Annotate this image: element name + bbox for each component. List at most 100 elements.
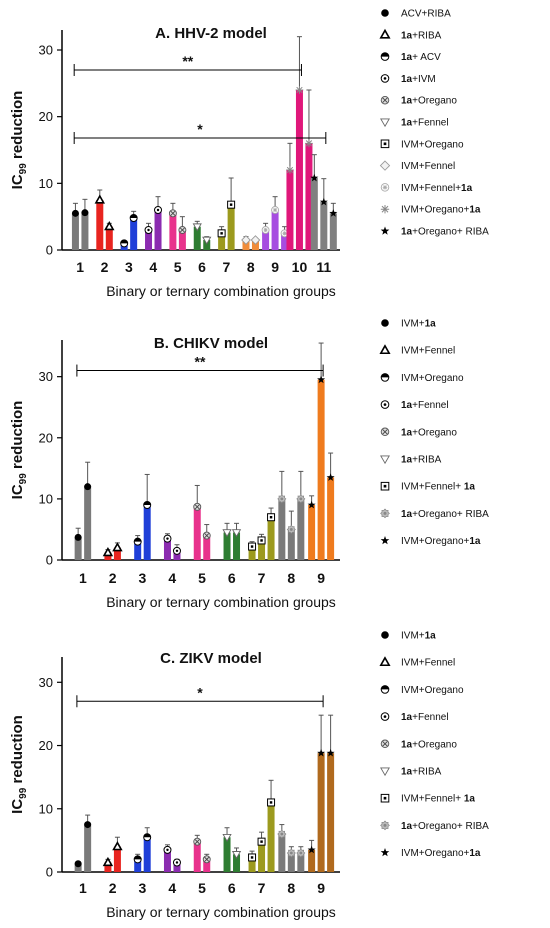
y-axis-label: IC99 reduction xyxy=(9,715,29,814)
bar xyxy=(143,505,151,560)
y-tick-label: 30 xyxy=(39,369,53,384)
bar-marker xyxy=(261,226,270,234)
bar xyxy=(327,477,335,560)
bar-marker xyxy=(154,206,163,214)
bar xyxy=(308,849,316,872)
legend-label: 1a+Oregano+ RIBA xyxy=(401,227,489,238)
bar-marker xyxy=(84,483,92,491)
bar-marker xyxy=(277,494,287,504)
bar xyxy=(308,505,316,560)
legend-label: IVM+Oregano+1a xyxy=(401,848,481,859)
legend-marker xyxy=(380,205,390,214)
x-tick-label: 9 xyxy=(271,259,279,275)
y-tick-label: 10 xyxy=(39,491,53,506)
bar-marker xyxy=(144,226,153,234)
legend-marker xyxy=(380,427,390,437)
bar xyxy=(154,210,162,250)
legend-marker xyxy=(380,139,390,149)
legend-marker xyxy=(380,74,390,83)
bar-marker xyxy=(81,209,89,217)
legend-label: IVM+Oregano xyxy=(401,139,464,150)
legend-marker xyxy=(380,400,390,409)
bar-marker xyxy=(172,858,181,867)
legend-marker xyxy=(380,820,390,831)
legend-label: 1a+Oregano xyxy=(401,739,457,750)
legend-label: IVM+Oregano+1a xyxy=(401,536,481,547)
bar xyxy=(317,753,325,872)
x-tick-label: 7 xyxy=(258,570,266,586)
legend-label: 1a+Oregano+ RIBA xyxy=(401,509,489,520)
x-tick-label: 3 xyxy=(125,259,133,275)
bar xyxy=(96,200,104,250)
x-axis-label: Binary or ternary combination groups xyxy=(106,594,336,610)
y-tick-label: 20 xyxy=(39,109,53,124)
bar xyxy=(84,824,92,872)
legend-marker xyxy=(380,712,390,721)
legend-marker xyxy=(380,739,390,749)
legend-label: 1a+RIBA xyxy=(401,30,442,41)
bar xyxy=(203,859,211,872)
bar-marker xyxy=(133,855,142,864)
bar xyxy=(286,170,294,250)
bar xyxy=(251,240,259,250)
bar xyxy=(267,802,275,872)
bar xyxy=(81,212,89,250)
bar-marker xyxy=(326,748,335,757)
legend-marker xyxy=(380,481,390,491)
bar xyxy=(248,857,256,872)
bar-marker xyxy=(319,197,328,206)
bar-marker xyxy=(257,837,266,846)
bar xyxy=(163,849,171,872)
legend-marker xyxy=(379,28,391,39)
bar xyxy=(169,213,177,250)
y-tick-label: 10 xyxy=(39,801,53,816)
bar xyxy=(223,532,231,560)
bar-marker xyxy=(317,375,326,384)
bar-marker xyxy=(202,531,211,540)
bar xyxy=(227,204,235,250)
bar xyxy=(193,226,201,250)
bar-marker xyxy=(271,206,280,214)
bar xyxy=(134,859,142,872)
bar xyxy=(267,517,275,560)
bar-marker xyxy=(178,226,187,234)
legend-label: IVM+Fennel xyxy=(401,161,455,172)
legend-marker xyxy=(380,52,390,61)
panel-1: A. HHV-2 model IC99 reduction Binary or te… xyxy=(9,9,489,300)
x-tick-label: 11 xyxy=(316,259,331,275)
bar xyxy=(327,753,335,872)
legend-label: 1a+Oregano xyxy=(401,427,457,438)
y-tick-label: 30 xyxy=(39,43,53,58)
bar xyxy=(233,854,241,872)
x-tick-label: 8 xyxy=(287,880,295,896)
bar-marker xyxy=(286,524,296,534)
bar-marker xyxy=(280,229,289,238)
legend-label: IVM+Fennel xyxy=(401,658,455,669)
bar-marker xyxy=(193,502,202,511)
bar xyxy=(104,862,112,872)
x-tick-label: 6 xyxy=(198,259,206,275)
legend-marker xyxy=(380,455,390,465)
legend-label: IVM+1a xyxy=(401,319,436,330)
legend-label: 1a+ ACV xyxy=(401,52,441,63)
legend-marker xyxy=(380,685,390,694)
bar xyxy=(134,541,142,560)
bar-marker xyxy=(329,209,338,217)
bar-marker xyxy=(231,851,242,860)
bar-marker xyxy=(248,542,257,551)
bar-marker xyxy=(172,546,181,555)
bar xyxy=(297,498,305,560)
legend-marker xyxy=(380,793,390,803)
bar xyxy=(105,226,113,250)
bar-marker xyxy=(112,542,123,552)
legend-label: 1a+Fennel xyxy=(401,712,449,723)
bar xyxy=(278,834,286,872)
bar-marker xyxy=(74,860,82,868)
x-tick-label: 4 xyxy=(168,880,176,896)
bar-marker xyxy=(192,223,202,232)
bar xyxy=(84,486,92,560)
x-tick-label: 2 xyxy=(109,880,117,896)
bar-marker xyxy=(94,194,106,204)
legend-marker xyxy=(380,95,390,105)
bar-marker xyxy=(296,494,306,504)
